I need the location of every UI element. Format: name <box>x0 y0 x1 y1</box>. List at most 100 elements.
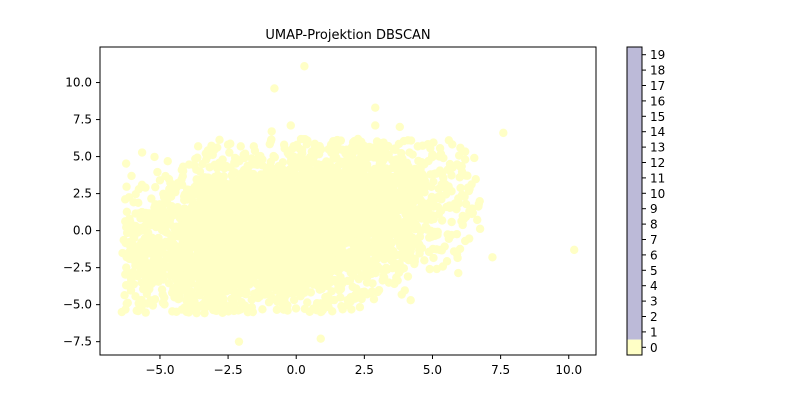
data-point <box>274 191 283 200</box>
data-point <box>349 268 359 277</box>
data-point <box>121 159 131 168</box>
data-point <box>332 203 341 213</box>
data-point <box>278 158 288 167</box>
data-point <box>228 199 237 208</box>
data-point <box>235 262 245 271</box>
data-point <box>340 251 349 261</box>
data-point <box>194 226 204 235</box>
data-point <box>275 294 285 303</box>
x-tick-label: −5.0 <box>145 363 174 377</box>
data-point <box>260 186 270 196</box>
data-point <box>460 155 470 164</box>
data-point <box>296 152 306 162</box>
data-point <box>122 207 132 217</box>
colorbar-tick-label: 1 <box>650 325 658 339</box>
data-point <box>205 179 215 188</box>
data-point <box>363 177 372 186</box>
data-point <box>221 161 231 171</box>
data-point <box>279 140 289 149</box>
data-point <box>303 136 312 145</box>
chart-title: UMAP-Projektion DBSCAN <box>265 28 430 43</box>
data-point <box>150 152 159 162</box>
data-point <box>180 303 189 312</box>
data-point <box>310 151 319 160</box>
data-point <box>146 239 156 249</box>
data-point <box>139 242 149 252</box>
data-point <box>214 193 224 202</box>
data-point <box>162 240 172 250</box>
data-point <box>412 165 421 175</box>
colorbar-tick-label: 17 <box>650 79 665 93</box>
data-point <box>146 260 155 270</box>
data-point <box>414 195 424 204</box>
data-point <box>379 255 389 264</box>
data-point <box>179 192 189 201</box>
data-point <box>360 155 369 165</box>
data-point <box>456 143 465 152</box>
data-point <box>452 204 461 214</box>
data-point <box>321 292 330 302</box>
data-point <box>461 212 471 222</box>
data-point <box>286 121 295 130</box>
data-point <box>415 209 424 219</box>
data-point <box>279 271 289 281</box>
data-point <box>247 303 257 312</box>
data-point <box>306 157 315 166</box>
data-point <box>223 140 233 149</box>
data-point <box>346 293 355 302</box>
data-point <box>296 267 305 277</box>
data-point <box>429 177 438 186</box>
data-point <box>294 176 303 185</box>
data-point <box>156 241 165 250</box>
data-point <box>122 228 132 238</box>
data-point <box>457 162 466 171</box>
data-point <box>339 193 349 202</box>
data-point <box>141 308 150 317</box>
data-point <box>316 307 325 317</box>
data-point <box>362 290 372 299</box>
data-point <box>428 150 437 159</box>
data-point <box>134 184 144 194</box>
data-point <box>418 141 427 150</box>
data-point <box>137 278 146 287</box>
data-point <box>372 214 382 224</box>
data-point <box>196 193 205 203</box>
y-tick-label: −2.5 <box>63 261 92 275</box>
y-tick-label: 0.0 <box>73 224 92 238</box>
data-point <box>127 171 136 181</box>
data-point <box>227 253 237 262</box>
data-point <box>267 179 277 188</box>
data-point <box>439 153 448 163</box>
data-point <box>256 283 265 292</box>
data-point <box>381 232 390 242</box>
data-point <box>325 193 334 203</box>
data-point <box>272 198 281 207</box>
data-point <box>432 169 441 178</box>
data-point <box>261 250 270 260</box>
data-point <box>452 250 462 259</box>
data-point <box>125 237 134 247</box>
data-point <box>234 306 243 315</box>
data-point <box>379 273 389 282</box>
data-point <box>220 255 230 264</box>
data-point <box>458 220 467 230</box>
data-point <box>348 153 357 162</box>
data-point <box>403 272 413 281</box>
data-point <box>467 204 477 213</box>
data-point <box>289 141 298 151</box>
data-point <box>463 183 473 192</box>
data-point <box>300 288 309 298</box>
data-point <box>258 213 268 223</box>
x-tick-label: 7.5 <box>491 363 510 377</box>
data-point <box>356 234 365 243</box>
data-point <box>125 253 135 263</box>
x-tick-label: 5.0 <box>423 363 442 377</box>
data-point <box>387 238 397 247</box>
data-point <box>225 233 235 242</box>
data-point <box>190 297 199 306</box>
data-point <box>266 157 276 167</box>
data-point <box>240 301 250 310</box>
data-point <box>330 168 339 177</box>
data-point <box>147 194 156 203</box>
data-point <box>372 175 381 185</box>
